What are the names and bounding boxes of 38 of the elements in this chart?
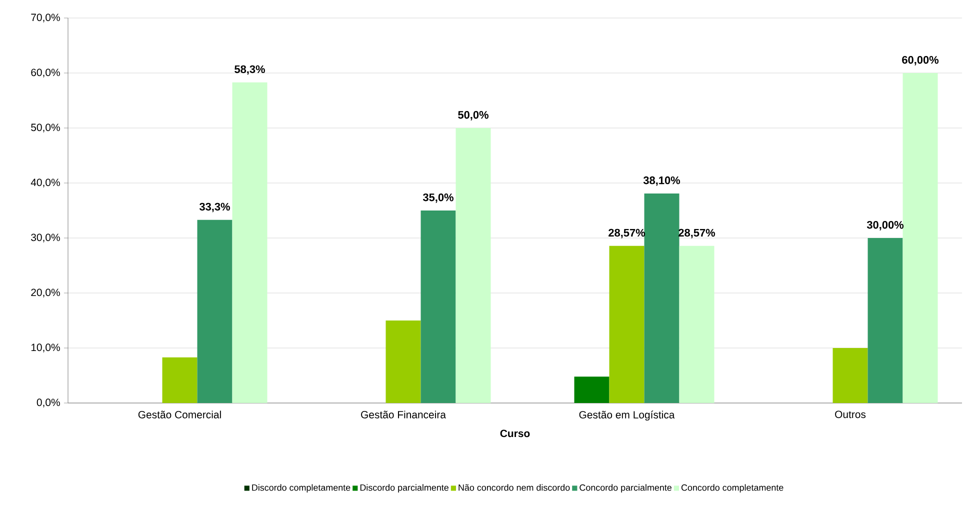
legend-label: Concordo parcialmente — [580, 484, 672, 493]
data-label: 60,00% — [902, 56, 939, 66]
y-tick-label: 50,0% — [31, 124, 60, 132]
bar — [868, 238, 903, 403]
bar — [609, 246, 644, 403]
bar — [832, 348, 868, 403]
y-tick-label: 70,0% — [31, 14, 60, 22]
data-label: 58,3% — [234, 65, 265, 75]
y-tick-label: 40,0% — [30, 178, 60, 188]
x-tick-label: Outros — [835, 410, 866, 418]
data-label: 35,0% — [422, 193, 454, 203]
bar — [456, 128, 491, 403]
data-label: 33,3% — [199, 202, 230, 212]
y-tick-label: 20,0% — [31, 288, 60, 298]
bar — [162, 357, 198, 403]
legend-label: Discordo parcialmente — [360, 484, 448, 493]
x-tick-label: Gestão Financeira — [361, 410, 446, 418]
bar — [232, 82, 268, 403]
y-tick-label: 10,0% — [31, 344, 60, 352]
legend-label: Não concordo nem discordo — [458, 484, 570, 491]
bar — [644, 193, 680, 403]
bar — [902, 73, 938, 403]
bar — [386, 320, 421, 403]
bar — [679, 246, 714, 403]
legend-label: Discordo completamente — [252, 484, 350, 493]
bar — [574, 376, 610, 403]
x-axis-title: Curso — [500, 430, 530, 438]
data-label: 38,10% — [643, 176, 680, 186]
x-tick-label: Gestão Comercial — [138, 410, 221, 418]
data-label: 30,00% — [866, 220, 904, 230]
legend-label: Concordo completamente — [681, 484, 784, 493]
bar — [197, 220, 232, 403]
data-label: 50,0% — [458, 110, 488, 120]
bar — [420, 210, 456, 403]
y-tick-label: 0,0% — [36, 398, 60, 408]
x-tick-label: Gestão em Logística — [579, 410, 675, 421]
y-tick-label: 30,0% — [31, 234, 60, 242]
y-tick-label: 60,0% — [31, 68, 60, 78]
